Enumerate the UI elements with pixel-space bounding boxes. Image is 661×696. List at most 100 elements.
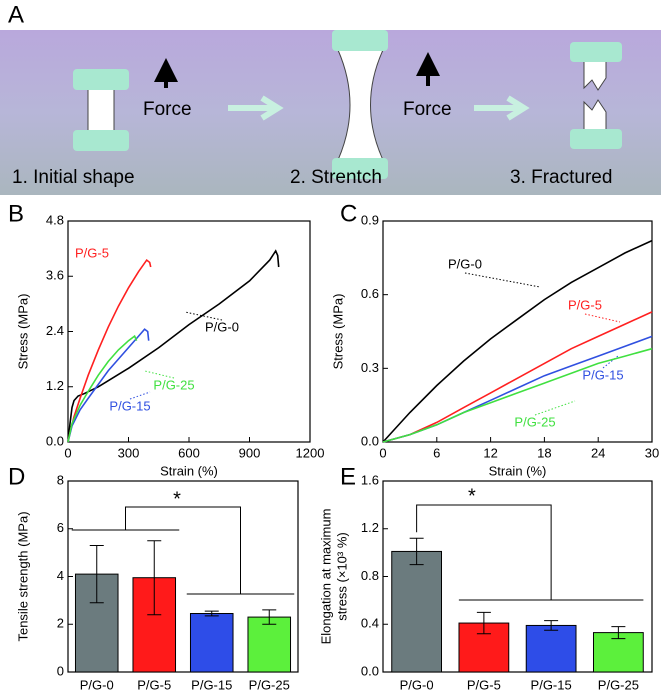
series-label: P/G-0 [205, 319, 239, 334]
step-label: 3. Fractured [510, 167, 612, 188]
significance-bracket [71, 506, 295, 595]
force-label: Force [143, 99, 192, 120]
y-tick-label: 0 [57, 663, 64, 678]
error-bar [611, 626, 626, 640]
series-line [67, 258, 152, 443]
plot-frame [382, 220, 653, 443]
flow-arrow [474, 95, 530, 121]
x-tick-label: P/G-5 [467, 677, 501, 692]
y-tick-label: 0.0 [46, 433, 64, 448]
x-tick-label: 6 [433, 445, 440, 460]
error-bar [89, 544, 104, 604]
error-bar [476, 611, 491, 635]
y-axis-title: Elongation at maximum [318, 509, 333, 645]
grip [570, 129, 622, 149]
y-tick-label: 0.0 [361, 433, 379, 448]
bar [247, 616, 292, 673]
panel-label: A [8, 1, 24, 28]
y-tick-label: 8 [57, 472, 64, 487]
specimen [87, 87, 115, 137]
annotation: * [173, 488, 181, 510]
bar [592, 632, 644, 673]
x-tick-label: 0 [64, 445, 71, 460]
significance-bracket [416, 504, 644, 601]
leader-line [144, 370, 175, 379]
series-label: P/G-5 [568, 297, 602, 312]
x-tick-label: P/G-5 [137, 677, 171, 692]
x-tick-label: 300 [118, 445, 140, 460]
leader-line [184, 311, 223, 321]
series-label: P/G-15 [582, 367, 623, 382]
panel-label: B [8, 200, 24, 227]
x-tick-label: P/G-0 [80, 677, 114, 692]
y-axis-title: Tensile strength (MPa) [15, 511, 30, 641]
series-label: P/G-15 [109, 398, 150, 413]
x-tick-label: 900 [239, 445, 261, 460]
panel-label: E [340, 463, 356, 490]
y-tick-label: 4.8 [46, 212, 64, 227]
y-tick-label: 0.4 [361, 616, 379, 631]
flow-arrow [228, 95, 284, 121]
x-tick-label: P/G-25 [598, 677, 639, 692]
y-axis-title: stress (×10³ %) [334, 532, 349, 621]
panel-label: D [8, 463, 25, 490]
error-bar [262, 609, 277, 625]
series-line [382, 311, 653, 443]
series-line [67, 249, 280, 443]
y-tick-label: 1.6 [361, 472, 379, 487]
y-tick-label: 3.6 [46, 268, 64, 283]
y-tick-label: 6 [57, 520, 64, 535]
force-label: Force [403, 99, 452, 120]
grip [73, 69, 129, 90]
error-bar [409, 537, 424, 566]
y-tick-label: 0.9 [361, 212, 379, 227]
panel-a: A Force Force 1. Initial shape 2. Strent… [0, 1, 661, 195]
series-label: P/G-0 [448, 256, 482, 271]
y-tick-label: 2.4 [46, 323, 64, 338]
y-tick-label: 0.6 [361, 286, 379, 301]
x-tick-label: P/G-25 [249, 677, 290, 692]
panel-label: C [340, 200, 357, 227]
bar [189, 613, 234, 673]
x-tick-label: 600 [178, 445, 200, 460]
series-line [67, 334, 138, 443]
bar [525, 624, 577, 673]
step-label: 2. Strentch [290, 167, 382, 188]
bar [391, 550, 443, 673]
step-label: 1. Initial shape [12, 167, 135, 188]
x-tick-label: 1200 [296, 445, 325, 460]
x-axis-title: Strain (%) [160, 463, 218, 478]
y-tick-label: 2 [57, 616, 64, 631]
x-tick-label: P/G-15 [531, 677, 572, 692]
y-tick-label: 4 [57, 568, 64, 583]
grip [332, 30, 388, 51]
series-line [382, 239, 653, 443]
leader-line [584, 313, 621, 323]
grip [570, 42, 622, 62]
x-tick-label: 24 [591, 445, 605, 460]
y-tick-label: 0.8 [361, 568, 379, 583]
series-label: P/G-25 [514, 414, 555, 429]
y-tick-label: 0.0 [361, 663, 379, 678]
annotation: * [468, 485, 476, 507]
series-label: P/G-5 [75, 245, 109, 260]
x-tick-label: 30 [645, 445, 659, 460]
x-tick-label: 12 [483, 445, 497, 460]
y-tick-label: 0.3 [361, 360, 379, 375]
x-tick-label: 0 [379, 445, 386, 460]
series-line [382, 347, 653, 443]
x-tick-label: P/G-15 [191, 677, 232, 692]
error-bar [204, 610, 219, 617]
grip [332, 158, 388, 179]
error-bar [544, 620, 559, 631]
x-tick-label: P/G-0 [400, 677, 434, 692]
y-axis-title: Stress (MPa) [15, 294, 30, 370]
y-axis-title: Stress (MPa) [330, 294, 345, 370]
series-label: P/G-25 [153, 377, 194, 392]
leader-line [129, 391, 151, 400]
leader-line [464, 272, 541, 288]
series-line [67, 328, 150, 443]
x-axis-title: Strain (%) [489, 463, 547, 478]
y-tick-label: 1.2 [361, 520, 379, 535]
